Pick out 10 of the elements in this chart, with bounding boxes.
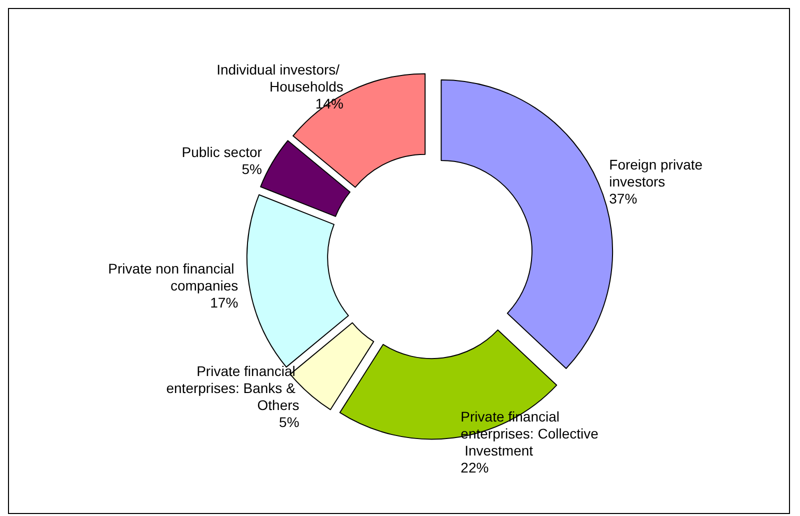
data-label: 37% (609, 190, 638, 207)
data-label: 17% (210, 294, 238, 310)
slice-label: Individual investors/ Households (216, 61, 344, 94)
slice-label: Private non financial companies (108, 260, 238, 294)
data-label: 5% (279, 414, 300, 430)
slice-label: Foreign private investors (609, 156, 706, 190)
slice-label: Public sector (182, 144, 262, 160)
data-label: 22% (460, 459, 489, 476)
data-label: 5% (242, 161, 262, 178)
slice-label: Private financial enterprises: Banks & Others (166, 363, 300, 413)
